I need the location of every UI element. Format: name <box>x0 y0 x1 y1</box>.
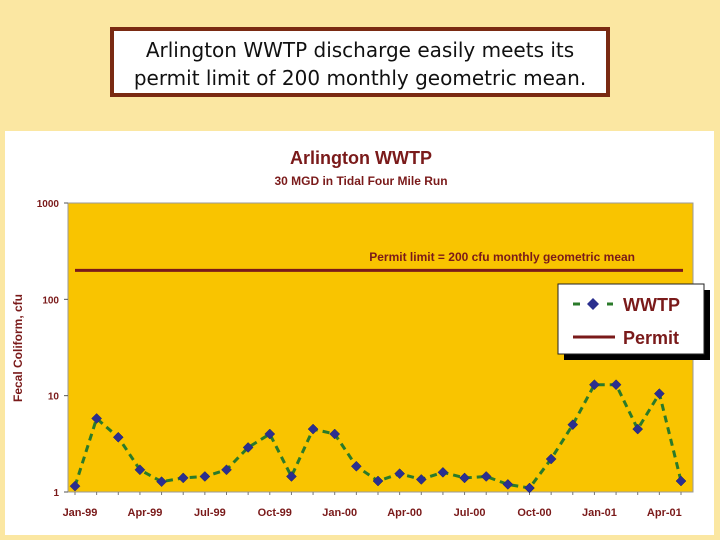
legend-permit-label: Permit <box>623 328 679 348</box>
wwtp-data-point <box>264 428 276 440</box>
x-tick-label: Apr-99 <box>128 507 163 519</box>
wwtp-data-point <box>654 388 665 399</box>
chart-panel: Arlington WWTP 30 MGD in Tidal Four Mile… <box>5 131 714 535</box>
y-axis-label: Fecal Coliform, cfu <box>11 294 25 402</box>
wwtp-data-point <box>351 460 362 472</box>
chart-title: Arlington WWTP <box>290 148 432 168</box>
slide-title-line-1: Arlington WWTP discharge easily meets it… <box>145 38 575 62</box>
wwtp-data-point <box>524 482 535 494</box>
wwtp-data-point <box>632 423 644 435</box>
x-tick-label: Jan-01 <box>582 507 617 519</box>
x-tick-label: Jan-99 <box>63 507 98 519</box>
x-tick-label: Apr-01 <box>647 507 682 519</box>
wwtp-data-point <box>415 474 427 485</box>
wwtp-data-point <box>502 479 514 490</box>
y-tick-label: 100 <box>42 295 59 306</box>
wwtp-data-point <box>156 476 167 488</box>
slide-title: Arlington WWTP discharge easily meets it… <box>110 27 610 97</box>
legend-wwtp-label: WWTP <box>623 295 680 315</box>
x-tick-label: Jan-00 <box>322 507 357 519</box>
y-tick-label: 1 <box>53 488 59 499</box>
wwtp-data-point <box>69 480 81 492</box>
wwtp-data-point <box>199 471 211 482</box>
x-tick-label: Jul-00 <box>454 507 486 519</box>
wwtp-data-point <box>177 472 189 484</box>
wwtp-data-point <box>221 464 232 476</box>
wwtp-data-point <box>112 431 124 443</box>
wwtp-data-point <box>307 423 319 435</box>
wwtp-data-point <box>91 413 102 424</box>
wwtp-data-point <box>286 471 297 482</box>
wwtp-data-point <box>675 475 687 487</box>
wwtp-data-point <box>329 428 341 440</box>
permit-annotation: Permit limit = 200 cfu monthly geometric… <box>369 250 635 264</box>
wwtp-data-point <box>459 472 470 484</box>
wwtp-data-point <box>242 442 254 453</box>
chart-subtitle: 30 MGD in Tidal Four Mile Run <box>274 174 447 188</box>
wwtp-data-point <box>437 466 449 478</box>
wwtp-data-point <box>610 379 622 391</box>
wwtp-data-point <box>134 464 146 476</box>
x-tick-label: Apr-00 <box>387 507 422 519</box>
x-tick-label: Oct-99 <box>258 507 292 519</box>
wwtp-data-point <box>480 471 492 482</box>
x-tick-label: Oct-00 <box>517 507 551 519</box>
x-tick-label: Jul-99 <box>194 507 226 519</box>
wwtp-data-point <box>372 475 384 487</box>
wwtp-data-point <box>394 468 405 480</box>
wwtp-data-point <box>545 453 557 465</box>
y-tick-label: 1000 <box>37 199 60 210</box>
wwtp-data-point <box>589 379 600 391</box>
slide-title-line-2: permit limit of 200 monthly geometric me… <box>133 66 587 90</box>
legend-wwtp-marker <box>587 298 599 310</box>
legend-box <box>557 283 705 355</box>
y-tick-label: 10 <box>48 392 60 403</box>
chart: Arlington WWTP 30 MGD in Tidal Four Mile… <box>11 148 710 519</box>
wwtp-data-point <box>567 419 579 431</box>
